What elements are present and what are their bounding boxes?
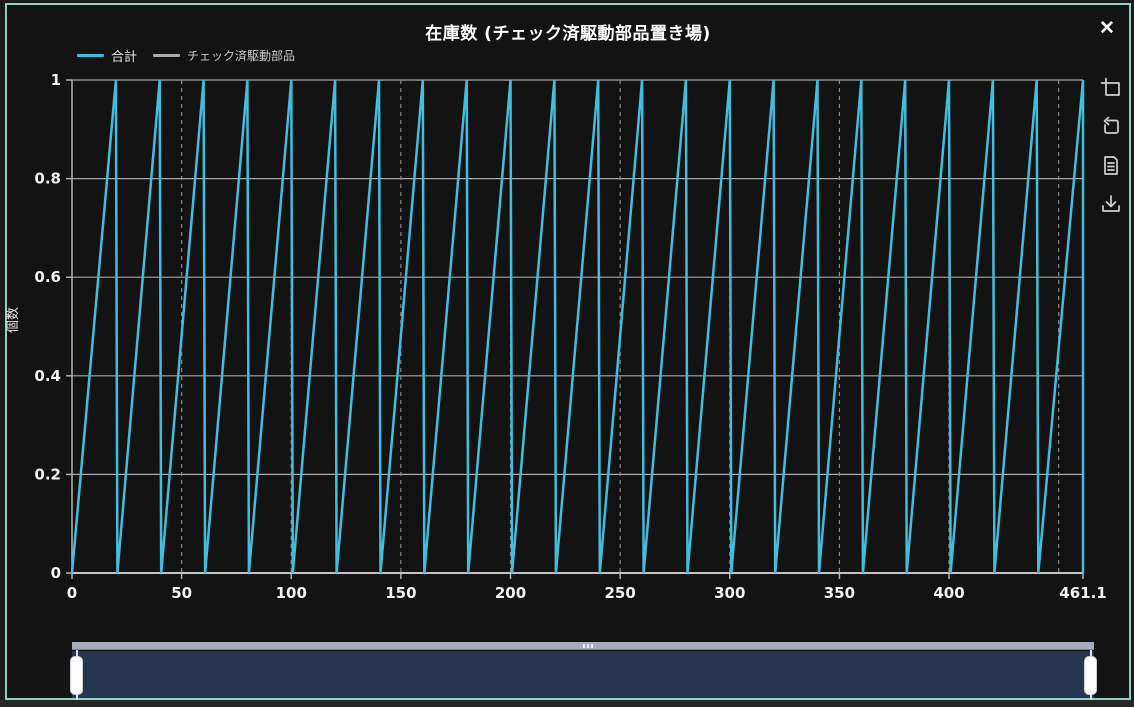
legend-label: チェック済駆動部品: [187, 49, 296, 63]
legend-label: 合計: [111, 50, 138, 65]
x-tick-label: 461.1: [1059, 584, 1106, 602]
chart-canvas[interactable]: 0 50 100 150 200 250 300 350 400 461.1 0 0.2 0.4 0.6 0…: [7, 60, 1127, 620]
scrollbar-track[interactable]: [72, 642, 1094, 650]
y-axis-title: 個数: [6, 307, 21, 334]
x-tick-label: 350: [824, 584, 855, 602]
range-selection[interactable]: [72, 651, 1094, 698]
legend-item-checked-parts[interactable]: チェック済駆動部品: [153, 47, 295, 64]
x-tick-label: 100: [276, 584, 307, 602]
box-zoom-icon: [1100, 77, 1120, 96]
close-button[interactable]: ✕: [1093, 15, 1121, 43]
box-zoom-button[interactable]: [1097, 75, 1125, 101]
chart-toolbar: [1097, 75, 1125, 218]
range-handle-left[interactable]: [70, 650, 83, 700]
range-scrollbar: [70, 640, 1097, 702]
y-tick-label: 0.6: [34, 268, 61, 286]
x-tick-label: 400: [933, 584, 964, 602]
y-tick-label: 0: [51, 564, 61, 582]
x-tick-label: 250: [604, 584, 635, 602]
reset-zoom-button[interactable]: [1097, 114, 1125, 140]
legend: 合計 チェック済駆動部品: [77, 46, 295, 65]
series-line-total: [70, 79, 1085, 574]
download-icon: [1102, 195, 1120, 212]
legend-swatch: [77, 54, 104, 57]
screen-edge: [0, 700, 1134, 707]
y-tick-label: 0.8: [34, 170, 61, 188]
y-tick-label: 0.2: [34, 465, 61, 483]
drag-grip-icon[interactable]: [583, 644, 585, 648]
export-data-button[interactable]: [1097, 153, 1125, 179]
x-tick-label: 200: [495, 584, 526, 602]
x-tick-label: 50: [171, 584, 192, 602]
reset-zoom-icon: [1103, 116, 1119, 134]
legend-swatch: [153, 54, 181, 57]
modal-title: 在庫数 (チェック済駆動部品置き場): [425, 24, 711, 44]
x-tick-label: 0: [67, 584, 77, 602]
y-tick-label: 1: [51, 71, 61, 89]
y-tick-label: 0.4: [34, 367, 61, 385]
x-tick-label: 300: [714, 584, 745, 602]
x-tick-label: 150: [385, 584, 416, 602]
download-button[interactable]: [1097, 192, 1125, 218]
legend-item-total[interactable]: 合計: [77, 46, 137, 65]
range-handle-right[interactable]: [1084, 650, 1097, 700]
chart-modal: 在庫数 (チェック済駆動部品置き場) ✕ 合計 チェック済駆動部品 0 50 100 1…: [5, 3, 1131, 700]
document-icon: [1104, 156, 1118, 175]
